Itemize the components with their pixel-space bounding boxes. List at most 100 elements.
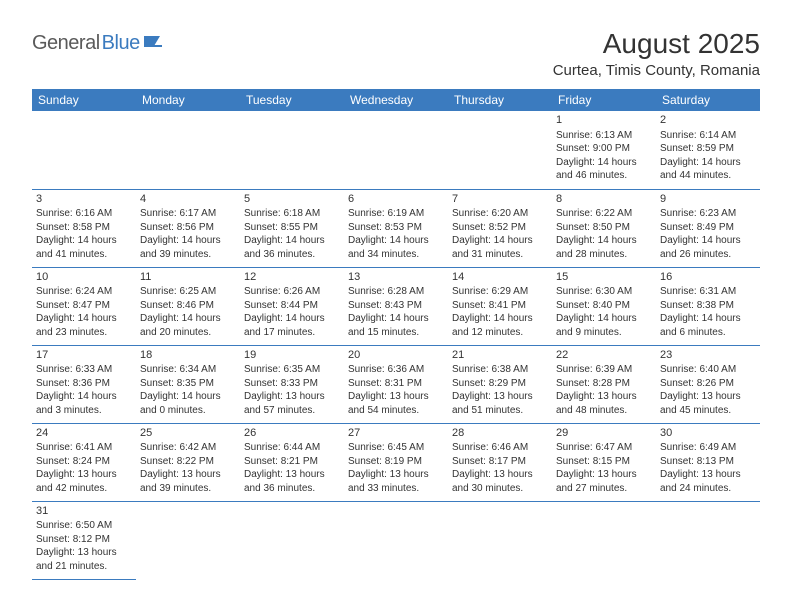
sunrise-text: Sunrise: 6:14 AM <box>660 129 756 143</box>
day-number: 20 <box>348 348 444 363</box>
calendar-week-row: 24Sunrise: 6:41 AMSunset: 8:24 PMDayligh… <box>32 423 760 501</box>
calendar-cell <box>552 501 656 579</box>
daylight-text: and 3 minutes. <box>36 404 132 418</box>
day-number: 22 <box>556 348 652 363</box>
day-number: 25 <box>140 426 236 441</box>
calendar-cell: 10Sunrise: 6:24 AMSunset: 8:47 PMDayligh… <box>32 267 136 345</box>
sunset-text: Sunset: 8:52 PM <box>452 221 548 235</box>
calendar-cell <box>344 111 448 189</box>
calendar-cell <box>136 501 240 579</box>
sunset-text: Sunset: 8:46 PM <box>140 299 236 313</box>
day-number: 3 <box>36 192 132 207</box>
day-number: 12 <box>244 270 340 285</box>
sunset-text: Sunset: 8:59 PM <box>660 142 756 156</box>
calendar-cell: 9Sunrise: 6:23 AMSunset: 8:49 PMDaylight… <box>656 189 760 267</box>
sunset-text: Sunset: 8:15 PM <box>556 455 652 469</box>
weekday-header: Wednesday <box>344 89 448 111</box>
daylight-text: Daylight: 13 hours <box>660 390 756 404</box>
daylight-text: and 24 minutes. <box>660 482 756 496</box>
sunrise-text: Sunrise: 6:42 AM <box>140 441 236 455</box>
day-number: 14 <box>452 270 548 285</box>
weekday-header: Friday <box>552 89 656 111</box>
day-number: 4 <box>140 192 236 207</box>
daylight-text: and 42 minutes. <box>36 482 132 496</box>
logo: GeneralBlue <box>32 32 166 55</box>
daylight-text: and 45 minutes. <box>660 404 756 418</box>
daylight-text: and 48 minutes. <box>556 404 652 418</box>
daylight-text: Daylight: 13 hours <box>452 390 548 404</box>
weekday-header-row: Sunday Monday Tuesday Wednesday Thursday… <box>32 89 760 111</box>
sunrise-text: Sunrise: 6:31 AM <box>660 285 756 299</box>
sunset-text: Sunset: 8:22 PM <box>140 455 236 469</box>
day-number: 13 <box>348 270 444 285</box>
sunrise-text: Sunrise: 6:46 AM <box>452 441 548 455</box>
calendar-cell <box>32 111 136 189</box>
sunrise-text: Sunrise: 6:13 AM <box>556 129 652 143</box>
sunrise-text: Sunrise: 6:20 AM <box>452 207 548 221</box>
calendar-cell: 25Sunrise: 6:42 AMSunset: 8:22 PMDayligh… <box>136 423 240 501</box>
flag-icon <box>144 34 166 53</box>
calendar-cell: 29Sunrise: 6:47 AMSunset: 8:15 PMDayligh… <box>552 423 656 501</box>
daylight-text: Daylight: 14 hours <box>660 234 756 248</box>
daylight-text: and 17 minutes. <box>244 326 340 340</box>
sunrise-text: Sunrise: 6:34 AM <box>140 363 236 377</box>
daylight-text: Daylight: 14 hours <box>36 234 132 248</box>
day-number: 24 <box>36 426 132 441</box>
calendar-week-row: 3Sunrise: 6:16 AMSunset: 8:58 PMDaylight… <box>32 189 760 267</box>
title-block: August 2025 Curtea, Timis County, Romani… <box>553 28 760 79</box>
calendar-cell: 22Sunrise: 6:39 AMSunset: 8:28 PMDayligh… <box>552 345 656 423</box>
sunset-text: Sunset: 8:47 PM <box>36 299 132 313</box>
calendar-cell: 31Sunrise: 6:50 AMSunset: 8:12 PMDayligh… <box>32 501 136 579</box>
daylight-text: Daylight: 13 hours <box>348 468 444 482</box>
location: Curtea, Timis County, Romania <box>553 62 760 79</box>
daylight-text: and 57 minutes. <box>244 404 340 418</box>
calendar-cell: 16Sunrise: 6:31 AMSunset: 8:38 PMDayligh… <box>656 267 760 345</box>
daylight-text: Daylight: 13 hours <box>556 468 652 482</box>
sunset-text: Sunset: 8:36 PM <box>36 377 132 391</box>
calendar-cell: 23Sunrise: 6:40 AMSunset: 8:26 PMDayligh… <box>656 345 760 423</box>
sunset-text: Sunset: 8:29 PM <box>452 377 548 391</box>
sunset-text: Sunset: 8:58 PM <box>36 221 132 235</box>
daylight-text: Daylight: 14 hours <box>348 312 444 326</box>
daylight-text: and 26 minutes. <box>660 248 756 262</box>
day-number: 28 <box>452 426 548 441</box>
daylight-text: Daylight: 13 hours <box>452 468 548 482</box>
calendar-cell: 1Sunrise: 6:13 AMSunset: 9:00 PMDaylight… <box>552 111 656 189</box>
sunset-text: Sunset: 8:44 PM <box>244 299 340 313</box>
sunrise-text: Sunrise: 6:30 AM <box>556 285 652 299</box>
sunrise-text: Sunrise: 6:38 AM <box>452 363 548 377</box>
day-number: 18 <box>140 348 236 363</box>
daylight-text: Daylight: 14 hours <box>556 156 652 170</box>
sunset-text: Sunset: 8:24 PM <box>36 455 132 469</box>
sunset-text: Sunset: 8:17 PM <box>452 455 548 469</box>
sunrise-text: Sunrise: 6:49 AM <box>660 441 756 455</box>
sunset-text: Sunset: 8:12 PM <box>36 533 132 547</box>
daylight-text: and 9 minutes. <box>556 326 652 340</box>
day-number: 16 <box>660 270 756 285</box>
daylight-text: Daylight: 13 hours <box>348 390 444 404</box>
sunrise-text: Sunrise: 6:35 AM <box>244 363 340 377</box>
calendar-cell: 28Sunrise: 6:46 AMSunset: 8:17 PMDayligh… <box>448 423 552 501</box>
calendar-cell <box>656 501 760 579</box>
sunrise-text: Sunrise: 6:25 AM <box>140 285 236 299</box>
sunrise-text: Sunrise: 6:50 AM <box>36 519 132 533</box>
calendar-table: Sunday Monday Tuesday Wednesday Thursday… <box>32 89 760 580</box>
calendar-cell: 19Sunrise: 6:35 AMSunset: 8:33 PMDayligh… <box>240 345 344 423</box>
day-number: 1 <box>556 113 652 128</box>
day-number: 23 <box>660 348 756 363</box>
daylight-text: and 36 minutes. <box>244 482 340 496</box>
daylight-text: Daylight: 13 hours <box>140 468 236 482</box>
weekday-header: Monday <box>136 89 240 111</box>
day-number: 19 <box>244 348 340 363</box>
weekday-header: Sunday <box>32 89 136 111</box>
calendar-cell: 17Sunrise: 6:33 AMSunset: 8:36 PMDayligh… <box>32 345 136 423</box>
sunrise-text: Sunrise: 6:47 AM <box>556 441 652 455</box>
sunset-text: Sunset: 8:41 PM <box>452 299 548 313</box>
sunset-text: Sunset: 8:49 PM <box>660 221 756 235</box>
sunrise-text: Sunrise: 6:16 AM <box>36 207 132 221</box>
sunrise-text: Sunrise: 6:17 AM <box>140 207 236 221</box>
weekday-header: Saturday <box>656 89 760 111</box>
calendar-cell: 11Sunrise: 6:25 AMSunset: 8:46 PMDayligh… <box>136 267 240 345</box>
daylight-text: Daylight: 14 hours <box>348 234 444 248</box>
day-number: 17 <box>36 348 132 363</box>
